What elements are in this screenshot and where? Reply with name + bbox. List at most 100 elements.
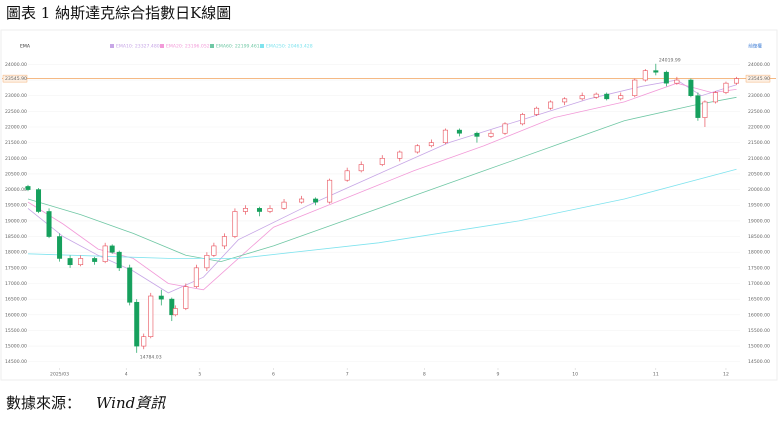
candle-body bbox=[502, 123, 508, 134]
candle-body bbox=[456, 129, 462, 134]
candle-body bbox=[688, 79, 694, 96]
candle-body bbox=[358, 164, 364, 172]
candle-body bbox=[267, 208, 273, 212]
y-tick-label: 19500.00 bbox=[5, 203, 27, 209]
y-tick-label: 18500.00 bbox=[5, 234, 27, 240]
y-tick-label: 21000.00 bbox=[5, 156, 27, 162]
candle-body bbox=[712, 92, 718, 103]
y-tick-label-right: 15500.00 bbox=[748, 328, 770, 334]
y-tick-label-right: 16500.00 bbox=[748, 297, 770, 303]
candle-body bbox=[702, 101, 708, 118]
candle-body bbox=[548, 101, 554, 109]
y-tick-label-right: 19000.00 bbox=[748, 218, 770, 224]
candle-body bbox=[632, 79, 638, 96]
y-tick-label: 16500.00 bbox=[5, 297, 27, 303]
candle-body bbox=[579, 95, 585, 100]
x-tick-label: 10 bbox=[572, 372, 578, 378]
candle-body bbox=[281, 201, 287, 209]
candle-body bbox=[183, 286, 189, 309]
y-tick-label: 16000.00 bbox=[5, 312, 27, 318]
candle-body bbox=[604, 93, 610, 100]
y-tick-label: 14500.00 bbox=[5, 359, 27, 365]
candle-body bbox=[67, 258, 73, 266]
y-tick-label-right: 23000.00 bbox=[748, 93, 770, 99]
y-tick-label: 24000.00 bbox=[5, 62, 27, 68]
candle-body bbox=[78, 258, 84, 266]
source: Wind資訊 bbox=[96, 394, 166, 412]
last-price-label: 23545.90 bbox=[748, 76, 770, 82]
y-tick-label: 22500.00 bbox=[5, 109, 27, 115]
ema-line bbox=[27, 168, 737, 259]
source-label: 數據來源： bbox=[6, 394, 81, 412]
legend-label: EMA250: 20463.428 bbox=[266, 44, 313, 50]
candle-body bbox=[618, 95, 624, 100]
candle-body bbox=[534, 107, 540, 115]
candle-body bbox=[313, 198, 319, 203]
adjust-button[interactable]: 前復權 bbox=[748, 43, 762, 50]
y-tick-label-right: 22000.00 bbox=[748, 124, 770, 130]
candle-body bbox=[379, 157, 385, 165]
y-tick-label-right: 21000.00 bbox=[748, 156, 770, 162]
candle-body bbox=[562, 98, 568, 103]
candle-body bbox=[488, 132, 494, 137]
candle-body bbox=[474, 132, 480, 137]
candle-body bbox=[663, 71, 669, 84]
y-tick-label-right: 22500.00 bbox=[748, 109, 770, 115]
y-tick-label-right: 17500.00 bbox=[748, 265, 770, 271]
candle-body bbox=[57, 236, 63, 259]
legend-label: EMA10: 23327.480 bbox=[116, 44, 160, 50]
legend-swatch bbox=[160, 44, 164, 48]
y-tick-label: 15500.00 bbox=[5, 328, 27, 334]
candle-body bbox=[127, 267, 133, 303]
extreme-label: 24019.99 bbox=[659, 57, 681, 63]
y-tick-label: 23000.00 bbox=[5, 93, 27, 99]
legend-label: EMA20: 23196.052 bbox=[166, 44, 210, 50]
plot: 14500.00 14500.00 15000.00 15000.00 15500.00… bbox=[2, 44, 776, 378]
y-tick-label: 15000.00 bbox=[5, 344, 27, 350]
candle-body bbox=[397, 151, 403, 159]
candle-body bbox=[204, 255, 210, 269]
y-tick-label: 17000.00 bbox=[5, 281, 27, 287]
y-tick-label-right: 16000.00 bbox=[748, 312, 770, 318]
candle-body bbox=[256, 208, 262, 212]
candle-body bbox=[36, 189, 42, 212]
x-tick-label: 6 bbox=[272, 372, 275, 378]
y-tick-label: 20000.00 bbox=[5, 187, 27, 193]
y-tick-label-right: 15000.00 bbox=[748, 344, 770, 350]
candle-body bbox=[232, 211, 238, 237]
y-tick-label-right: 18000.00 bbox=[748, 250, 770, 256]
candle-body bbox=[109, 245, 115, 253]
indicator-label: EMA bbox=[20, 44, 31, 50]
y-tick-label-right: 21500.00 bbox=[748, 140, 770, 146]
ema-line bbox=[27, 82, 737, 291]
candle-body bbox=[211, 245, 217, 256]
extreme-label: 14784.03 bbox=[140, 354, 162, 360]
y-tick-label-right: 14500.00 bbox=[748, 359, 770, 365]
x-tick-label: 12 bbox=[723, 372, 729, 378]
last-price-label: 23545.90 bbox=[5, 76, 27, 82]
y-tick-label: 22000.00 bbox=[5, 124, 27, 130]
candle-body bbox=[344, 170, 350, 181]
x-tick-label: 7 bbox=[346, 372, 349, 378]
candle-body bbox=[242, 208, 248, 212]
candle-body bbox=[299, 198, 305, 203]
candle-body bbox=[141, 336, 147, 347]
candle-body bbox=[733, 78, 739, 84]
candle-body bbox=[327, 179, 333, 203]
last-price-box bbox=[2, 74, 28, 83]
x-tick-label: 5 bbox=[198, 372, 201, 378]
candle-body bbox=[172, 308, 178, 316]
chart-title: 圖表 1 納斯達克綜合指數日K線圖 bbox=[6, 4, 231, 22]
candle-body bbox=[102, 245, 108, 262]
last-price-box bbox=[745, 74, 771, 83]
candle-body bbox=[674, 79, 680, 84]
candle-body bbox=[642, 70, 648, 81]
candle-body bbox=[221, 236, 227, 247]
y-tick-label: 20500.00 bbox=[5, 171, 27, 177]
candle-body bbox=[134, 301, 140, 347]
candle-body bbox=[653, 70, 659, 73]
candle-body bbox=[520, 114, 526, 125]
x-tick-label: 2025/03 bbox=[50, 372, 69, 378]
y-tick-label-right: 24000.00 bbox=[748, 62, 770, 68]
